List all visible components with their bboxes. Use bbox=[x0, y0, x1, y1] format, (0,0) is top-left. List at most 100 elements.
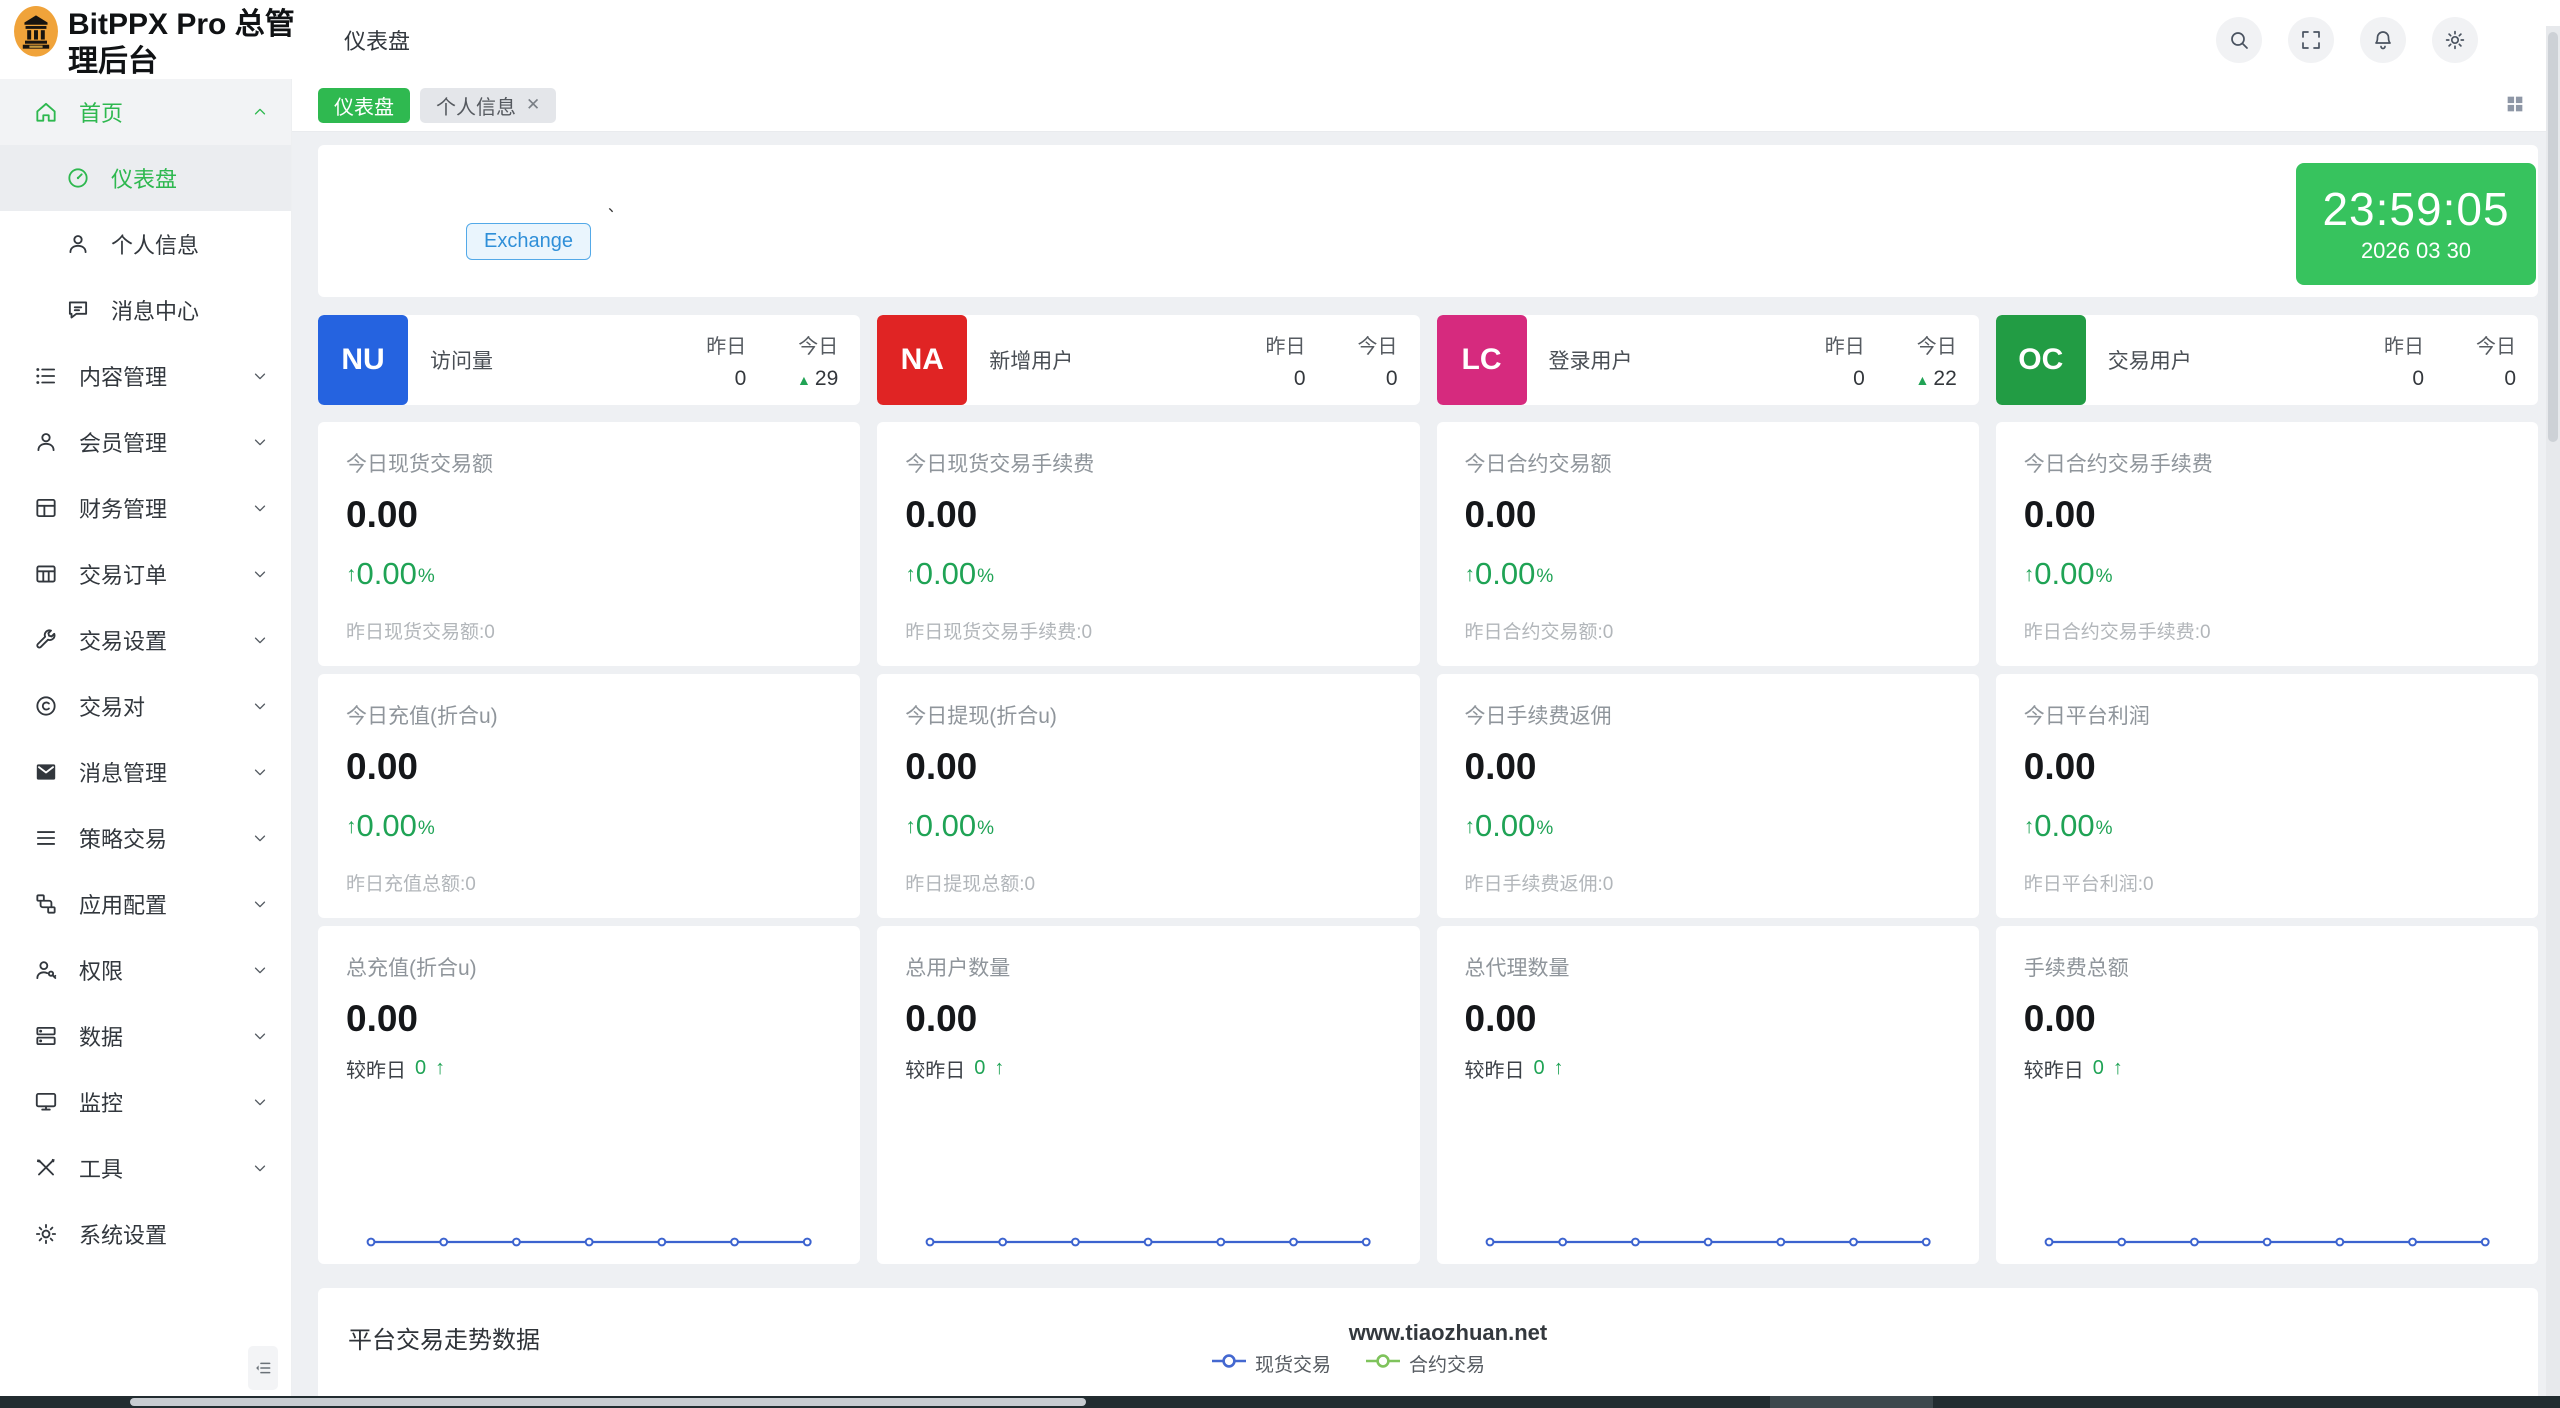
stat-card: 今日现货交易手续费 0.00 ↑ 0.00% 昨日现货交易手续费:0 bbox=[877, 422, 1420, 666]
breadcrumb: 仪表盘 bbox=[344, 28, 411, 54]
tab-label: 个人信息 bbox=[436, 96, 516, 119]
sparkline-chart bbox=[363, 1224, 815, 1250]
app-header: BitPPX Pro 总管理后台 仪表盘 bbox=[0, 0, 2560, 79]
stat-cards-row-2: 今日充值(折合u) 0.00 ↑ 0.00% 昨日充值总额:0 今日提现(折合u) 0.00… bbox=[318, 674, 2538, 918]
monitor-icon bbox=[33, 1089, 59, 1115]
chevron-down-icon bbox=[251, 829, 269, 847]
sidebar-item-message-center[interactable]: 消息中心 bbox=[0, 277, 291, 343]
stat-card: 今日手续费返佣 0.00 ↑ 0.00% 昨日手续费返佣:0 bbox=[1436, 674, 1979, 918]
stat-footer: 昨日充值总额:0 bbox=[346, 874, 476, 895]
welcome-card: 、 Exchange 23:59:05 2026 03 30 bbox=[318, 145, 2538, 297]
badge-card-NU: NU 访问量 昨日 0 今日 ▲ 29 bbox=[318, 315, 861, 405]
sidebar-item-permissions[interactable]: 权限 bbox=[0, 937, 291, 1003]
sidebar-item-strategy-trade[interactable]: 策略交易 bbox=[0, 805, 291, 871]
stat-card: 今日平台利润 0.00 ↑ 0.00% 昨日平台利润:0 bbox=[1995, 674, 2538, 918]
stat-change-value: 0.00 bbox=[915, 808, 977, 843]
gear-icon-button[interactable] bbox=[2432, 16, 2478, 63]
legend-marker-icon bbox=[1365, 1353, 1401, 1375]
compare-value: 0 bbox=[415, 1057, 427, 1079]
trend-chart-card: 平台交易走势数据 www.tiaozhuan.net 现货交易 合约交易 bbox=[318, 1288, 2538, 1408]
sidebar-item-dashboard[interactable]: 仪表盘 bbox=[0, 145, 291, 211]
yesterday-value: 0 bbox=[734, 366, 747, 390]
chevron-down-icon bbox=[251, 367, 269, 385]
yesterday-value: 0 bbox=[2412, 366, 2424, 390]
sidebar-item-message-mgmt[interactable]: 消息管理 bbox=[0, 739, 291, 805]
chevron-down-icon bbox=[251, 565, 269, 583]
sidebar-item-tools[interactable]: 工具 bbox=[0, 1135, 291, 1201]
badge-code: NA bbox=[877, 315, 968, 405]
tab-个人信息[interactable]: 个人信息 ✕ bbox=[420, 87, 557, 123]
sidebar-item-label: 交易订单 bbox=[79, 563, 168, 588]
user-icon bbox=[65, 231, 91, 257]
vertical-scrollbar-thumb[interactable] bbox=[2548, 32, 2558, 442]
fullscreen-icon-button[interactable] bbox=[2288, 16, 2334, 63]
stat-footer: 昨日合约交易额:0 bbox=[1464, 622, 1614, 643]
header-actions bbox=[2216, 16, 2560, 63]
today-label: 今日 bbox=[1916, 335, 1957, 358]
today-label: 今日 bbox=[1357, 335, 1398, 358]
up-arrow-icon: ↑ bbox=[346, 562, 357, 586]
search-icon-button[interactable] bbox=[2216, 16, 2262, 63]
tab-仪表盘[interactable]: 仪表盘 bbox=[318, 87, 410, 123]
badge-label: 新增用户 bbox=[989, 350, 1074, 373]
horizontal-scrollbar[interactable] bbox=[0, 1396, 2560, 1408]
vertical-scrollbar[interactable] bbox=[2546, 26, 2560, 1408]
stat-title: 今日平台利润 bbox=[2023, 705, 2150, 728]
sidebar-item-label: 交易设置 bbox=[79, 629, 168, 654]
stat-footer: 昨日现货交易手续费:0 bbox=[905, 622, 1093, 643]
chevron-down-icon bbox=[251, 1159, 269, 1177]
sidebar-item-label: 应用配置 bbox=[79, 893, 168, 918]
compare-label: 较昨日 bbox=[905, 1060, 966, 1082]
today-value: 22 bbox=[1933, 366, 1957, 390]
percent-sign: % bbox=[1536, 566, 1554, 588]
up-triangle-icon: ▲ bbox=[1915, 371, 1930, 388]
clock-time: 23:59:05 bbox=[2322, 182, 2510, 235]
stat-footer: 昨日提现总额:0 bbox=[905, 874, 1036, 895]
stat-change-value: 0.00 bbox=[356, 556, 417, 591]
chevron-up-icon bbox=[251, 103, 269, 121]
chevron-down-icon bbox=[251, 961, 269, 979]
legend-item-合约交易[interactable]: 合约交易 bbox=[1365, 1350, 1485, 1377]
chevron-down-icon bbox=[251, 1027, 269, 1045]
gear-icon bbox=[33, 1221, 59, 1247]
sidebar-item-member-mgmt[interactable]: 会员管理 bbox=[0, 409, 291, 475]
chat-icon bbox=[65, 297, 91, 323]
badge-code: LC bbox=[1436, 315, 1527, 405]
sidebar-item-content-mgmt[interactable]: 内容管理 bbox=[0, 343, 291, 409]
chevron-down-icon bbox=[251, 697, 269, 715]
stat-value: 0.00 bbox=[2023, 746, 2096, 787]
sidebar-item-label: 交易对 bbox=[79, 695, 146, 720]
yesterday-label: 昨日 bbox=[2384, 335, 2424, 358]
sidebar-item-trade-settings[interactable]: 交易设置 bbox=[0, 607, 291, 673]
legend-item-现货交易[interactable]: 现货交易 bbox=[1211, 1350, 1331, 1377]
sidebar-item-finance-mgmt[interactable]: 财务管理 bbox=[0, 475, 291, 541]
sidebar-item-monitor[interactable]: 监控 bbox=[0, 1069, 291, 1135]
sidebar-item-label: 会员管理 bbox=[79, 431, 168, 456]
up-arrow-icon: ↑ bbox=[1553, 1057, 1564, 1079]
sidebar-item-home[interactable]: 首页 bbox=[0, 79, 291, 145]
sidebar-item-label: 系统设置 bbox=[79, 1223, 168, 1248]
sidebar-item-trade-pairs[interactable]: 交易对 bbox=[0, 673, 291, 739]
sidebar-item-label: 数据 bbox=[79, 1025, 124, 1050]
sidebar-item-profile[interactable]: 个人信息 bbox=[0, 211, 291, 277]
sidebar: 首页 仪表盘 个人信息 消息中心 内容管理会员管理财务管理交易订单交易设置交易对消息管理… bbox=[0, 79, 292, 1408]
tab-bar: 仪表盘 个人信息 ✕ bbox=[292, 79, 2546, 132]
compare-label: 较昨日 bbox=[346, 1060, 406, 1082]
chevron-down-icon bbox=[251, 895, 269, 913]
sidebar-item-data[interactable]: 数据 bbox=[0, 1003, 291, 1069]
sidebar-item-label: 消息管理 bbox=[79, 761, 168, 786]
sidebar-item-system-settings[interactable]: 系统设置 bbox=[0, 1201, 291, 1267]
grid-layout-icon-button[interactable] bbox=[2502, 92, 2528, 118]
horizontal-scrollbar-thumb[interactable] bbox=[130, 1398, 1086, 1406]
stray-mark: 、 bbox=[608, 198, 624, 215]
stat-value: 0.00 bbox=[905, 494, 978, 535]
sidebar-item-trade-orders[interactable]: 交易订单 bbox=[0, 541, 291, 607]
stat-change-value: 0.00 bbox=[2034, 808, 2095, 843]
sidebar-collapse-button[interactable] bbox=[248, 1346, 278, 1390]
exchange-button[interactable]: Exchange bbox=[466, 223, 591, 260]
sidebar-item-app-config[interactable]: 应用配置 bbox=[0, 871, 291, 937]
up-arrow-icon: ↑ bbox=[435, 1057, 446, 1079]
bell-icon-button[interactable] bbox=[2360, 16, 2406, 63]
stat-title: 今日合约交易额 bbox=[1464, 453, 1612, 476]
close-icon[interactable]: ✕ bbox=[526, 95, 541, 114]
